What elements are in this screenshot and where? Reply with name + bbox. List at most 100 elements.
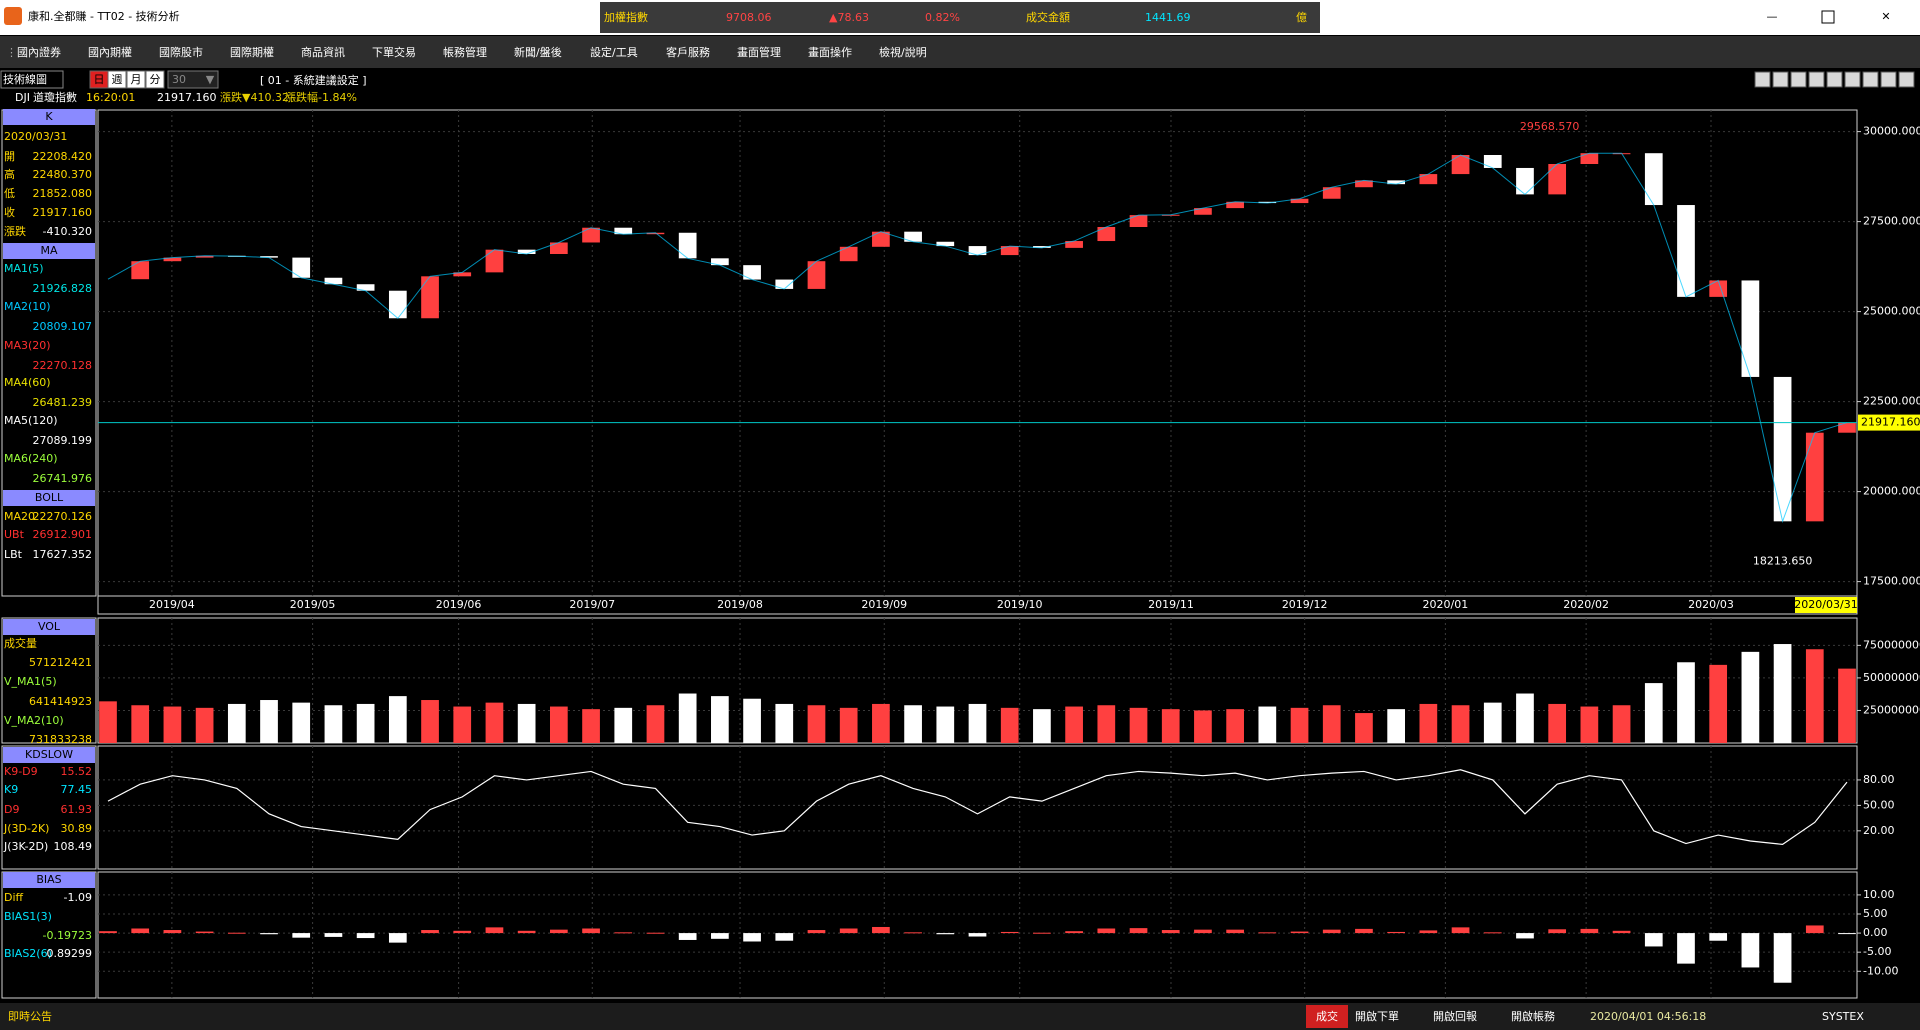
minutes-value[interactable]: 30	[172, 73, 186, 86]
candle	[1258, 201, 1277, 204]
candle	[1741, 280, 1760, 377]
tool-icon[interactable]	[1808, 71, 1825, 88]
bar	[1194, 710, 1212, 743]
tool-icon[interactable]	[1826, 71, 1843, 88]
candle	[1805, 432, 1824, 522]
y-tick-label: 17500.000	[1863, 575, 1920, 588]
menu-item[interactable]: 國際股市	[159, 45, 203, 59]
candle	[1226, 201, 1244, 209]
bar	[743, 698, 761, 743]
menu-item[interactable]: 國內期權	[88, 46, 132, 59]
menu-item[interactable]: 新聞/盤後	[514, 45, 562, 59]
period-button[interactable]	[107, 70, 127, 89]
status-button[interactable]: 開啟回報	[1433, 1009, 1477, 1023]
period-button[interactable]	[145, 70, 165, 89]
bar	[936, 933, 955, 935]
quote-time: 16:20:01	[86, 91, 135, 104]
minimize-button[interactable]: —	[1767, 10, 1778, 23]
period-label[interactable]: 月	[131, 73, 142, 86]
quote-price: 21917.160	[157, 91, 217, 104]
bar	[1097, 705, 1116, 743]
tool-icon[interactable]	[1862, 71, 1879, 88]
status-button[interactable]: 開啟下單	[1355, 1009, 1399, 1023]
tool-icon[interactable]	[1880, 71, 1897, 88]
close-line	[107, 152, 1848, 524]
period-button[interactable]	[126, 70, 146, 89]
high-annotation: 29568.570	[1520, 120, 1580, 133]
candle	[1483, 155, 1502, 168]
side-value: 22208.420	[33, 150, 93, 163]
y-tick-label: 20000.000	[1863, 485, 1920, 498]
side-value: -1.09	[64, 891, 92, 904]
tool-icon[interactable]	[1754, 71, 1771, 88]
maximize-button[interactable]	[1821, 10, 1835, 24]
side-label: 收	[4, 205, 15, 219]
bar	[1033, 932, 1051, 934]
trade-box[interactable]	[1306, 1005, 1348, 1028]
candle	[582, 227, 600, 243]
tool-icon[interactable]	[1772, 71, 1789, 88]
trade-label[interactable]: 成交	[1316, 1009, 1338, 1023]
status-button[interactable]: 開啟帳務	[1511, 1009, 1555, 1023]
menu-item[interactable]: 國內證券	[17, 45, 61, 59]
bar	[485, 927, 504, 934]
bar	[1419, 930, 1438, 934]
bar	[1065, 931, 1083, 934]
minutes-dropdown[interactable]	[167, 70, 219, 89]
side-header	[3, 243, 95, 259]
indicator-line	[107, 769, 1848, 846]
toolbar-title-box	[0, 70, 64, 89]
bar	[1194, 929, 1212, 934]
bar	[388, 696, 407, 743]
bar	[839, 707, 858, 743]
close-button[interactable]: ✕	[1881, 10, 1890, 23]
menu-grip: ⋮	[6, 46, 17, 59]
menu-item[interactable]: 檢視/說明	[879, 45, 927, 59]
menu-item[interactable]: 商品資訊	[301, 45, 345, 59]
menu-item[interactable]: 帳務管理	[443, 45, 487, 59]
tool-icon[interactable]	[1844, 71, 1861, 88]
ticker-change: ▲78.63	[829, 11, 869, 24]
bar	[549, 706, 568, 743]
side-panel-frame	[1, 745, 97, 870]
y-tick-label: 80.00	[1863, 773, 1895, 786]
bar	[99, 931, 117, 934]
y-tick-label: 0.00	[1863, 926, 1888, 939]
candle	[968, 246, 987, 256]
bar	[1161, 709, 1180, 743]
candle	[1838, 422, 1856, 433]
menu-item[interactable]: 設定/工具	[590, 45, 638, 59]
menu-item[interactable]: 下單交易	[372, 45, 416, 59]
menu-item[interactable]: 畫面操作	[808, 45, 852, 59]
bar	[646, 932, 665, 934]
candle	[1129, 215, 1148, 227]
candle	[549, 242, 568, 254]
bar	[839, 928, 858, 934]
side-value: 27089.199	[33, 434, 93, 447]
notice-label[interactable]: 即時公告	[8, 1010, 52, 1023]
candle	[1548, 164, 1567, 195]
side-value: 26481.239	[33, 396, 93, 409]
bar	[1580, 928, 1599, 934]
bar	[260, 700, 278, 743]
bar	[421, 930, 439, 934]
bar	[775, 933, 794, 941]
period-label[interactable]: 日	[94, 73, 105, 86]
side-value: 21852.080	[33, 187, 93, 200]
period-label[interactable]: 週	[112, 73, 123, 86]
bar	[517, 703, 536, 743]
menu-item[interactable]: 客戶服務	[666, 45, 710, 59]
side-header-label: KDSLOW	[25, 748, 73, 761]
tool-icon[interactable]	[1790, 71, 1807, 88]
y-tick-label: 500000000	[1863, 671, 1920, 684]
side-value: 641414923	[29, 695, 92, 708]
side-label: MA20	[4, 510, 35, 523]
tool-icon[interactable]	[1898, 71, 1915, 88]
candle	[1580, 153, 1599, 164]
ticker-name: 加權指數	[604, 10, 648, 24]
menu-item[interactable]: 畫面管理	[737, 45, 781, 59]
candle	[1773, 376, 1792, 522]
menu-item[interactable]: 國際期權	[230, 46, 274, 59]
bar	[614, 932, 633, 934]
period-label[interactable]: 分	[150, 73, 161, 86]
